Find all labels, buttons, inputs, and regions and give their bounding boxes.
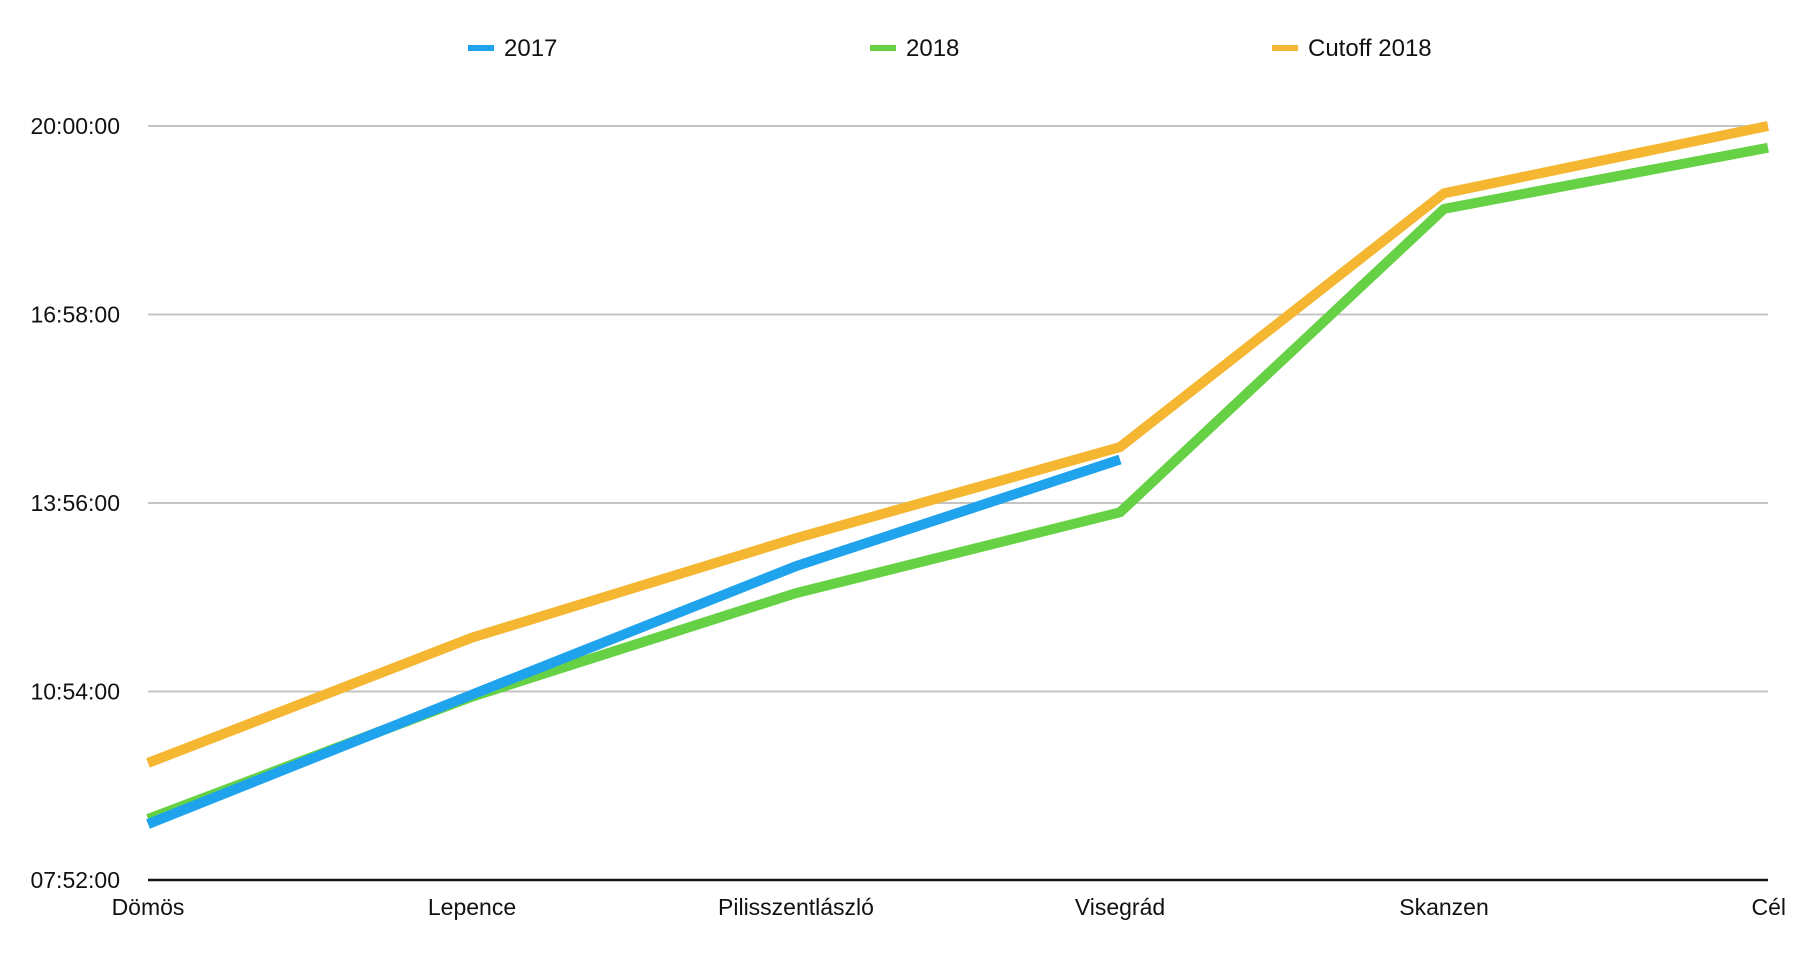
x-tick-label: Lepence — [428, 894, 516, 920]
y-tick-label: 07:52:00 — [30, 867, 120, 893]
x-tick-label: Cél — [1751, 894, 1786, 920]
legend-label: Cutoff 2018 — [1308, 35, 1432, 62]
legend-label: 2018 — [906, 35, 959, 62]
y-tick-label: 16:58:00 — [30, 302, 120, 328]
x-tick-label: Visegrád — [1075, 894, 1165, 920]
y-tick-label: 13:56:00 — [30, 490, 120, 516]
x-tick-labels: Dömös Lepence Pilisszentlászló Visegrád Skan… — [112, 894, 1786, 920]
gridlines — [148, 125, 1768, 693]
series-lines — [146, 121, 1770, 829]
series-line-2018 — [146, 142, 1769, 824]
y-tick-label: 10:54:00 — [30, 679, 120, 705]
y-tick-label: 20:00:00 — [30, 113, 120, 139]
legend-label: 2017 — [504, 35, 557, 62]
series-line-cutoff-2018 — [146, 121, 1770, 768]
x-tick-label: Skanzen — [1399, 894, 1489, 920]
series-line-2017 — [146, 454, 1122, 829]
x-tick-label: Pilisszentlászló — [718, 894, 874, 920]
x-tick-label: Dömös — [112, 894, 185, 920]
legend: 2017 2018 Cutoff 2018 — [468, 35, 1432, 62]
y-tick-labels: 07:52:00 10:54:00 13:56:00 16:58:00 20:00:00 — [30, 113, 120, 893]
